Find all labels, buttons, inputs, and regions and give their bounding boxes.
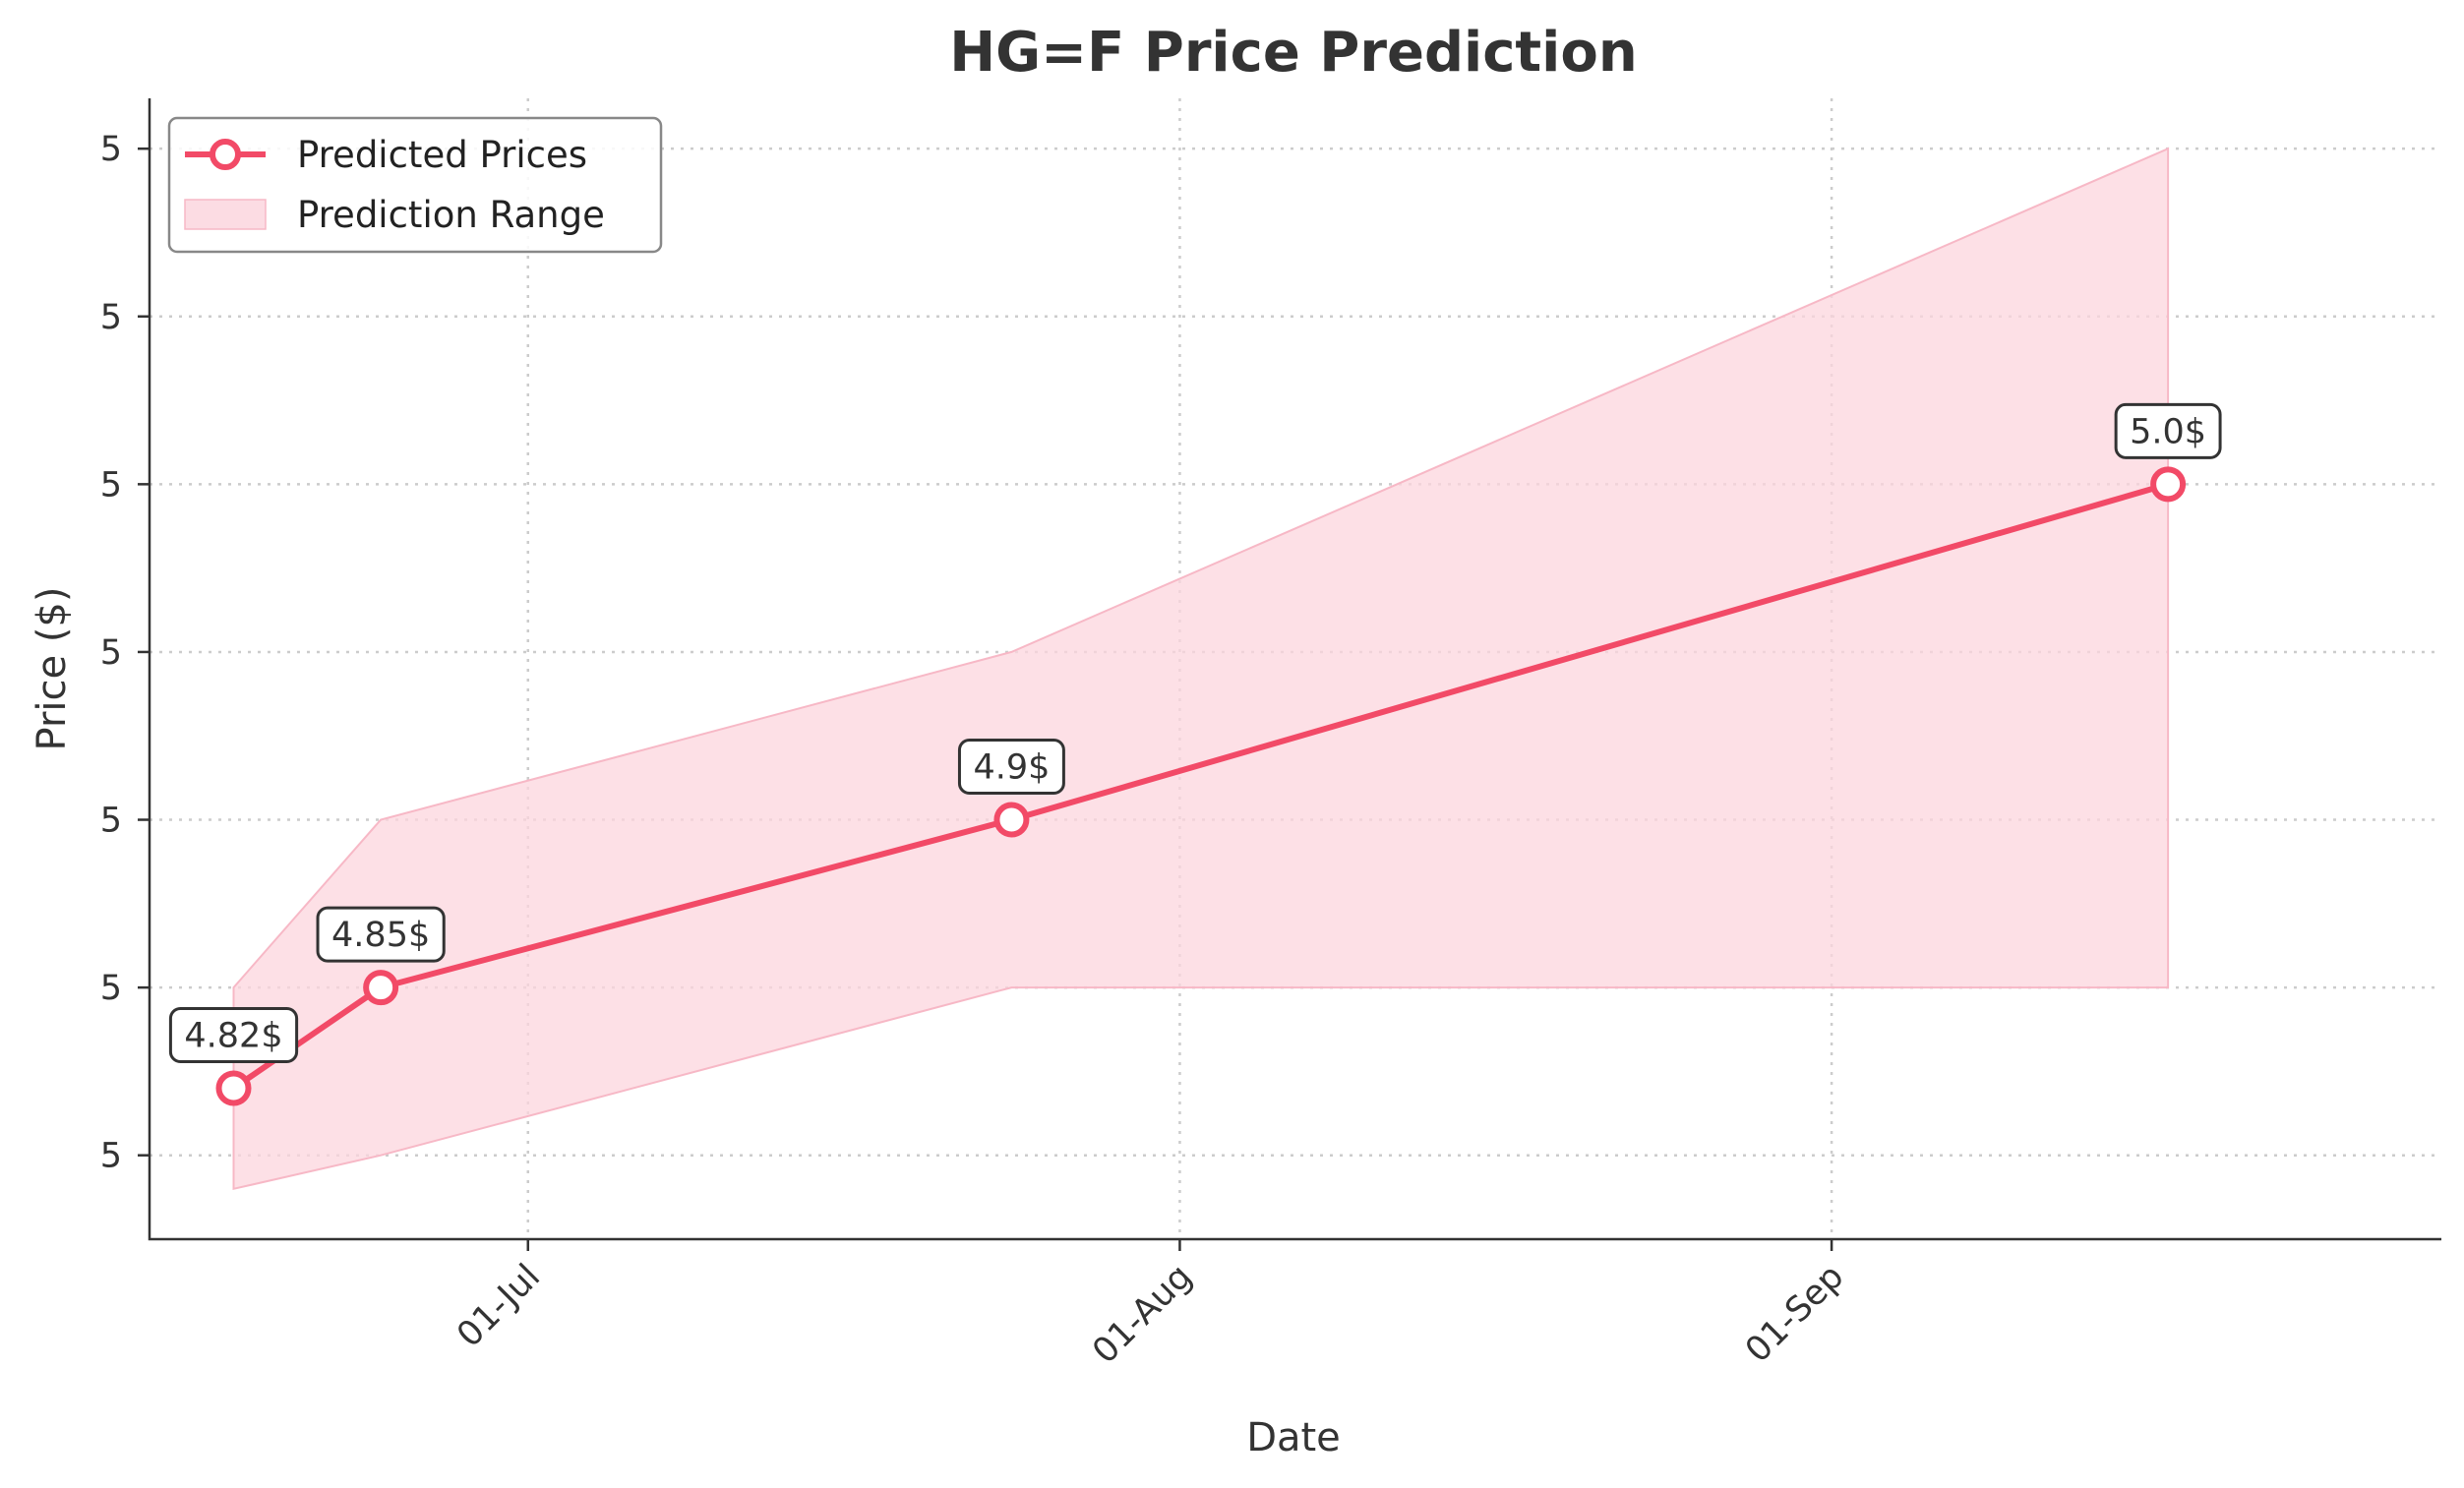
data-label-box bbox=[316, 906, 446, 963]
y-tick-label-0: 5 bbox=[100, 1137, 122, 1176]
annotation-layer: 4.82$ 4.85$ 4.9$ 5.0$ bbox=[168, 402, 2222, 1063]
axes-spines bbox=[148, 98, 2441, 1241]
data-point-marker bbox=[2150, 466, 2187, 503]
y-tick-label-4: 5 bbox=[100, 465, 122, 505]
data-label-0: 4.82$ bbox=[168, 1006, 299, 1063]
prediction-range-area bbox=[232, 147, 2170, 1191]
legend-label-range: Prediction Range bbox=[297, 194, 605, 236]
y-tick-label-3: 5 bbox=[100, 633, 122, 673]
predicted-prices-line bbox=[230, 481, 2172, 1092]
data-label-1: 4.85$ bbox=[316, 906, 446, 963]
y-axis-ticks: 5 5 5 5 5 5 5 bbox=[100, 130, 150, 1176]
data-label-3: 5.0$ bbox=[2114, 402, 2222, 459]
data-label-box bbox=[168, 1006, 299, 1063]
data-point-marker bbox=[215, 1070, 252, 1106]
chart-title: HG=F Price Prediction bbox=[949, 21, 1637, 85]
data-label-box bbox=[2114, 402, 2222, 459]
legend-marker-swatch bbox=[210, 139, 241, 170]
data-label-text: 4.9$ bbox=[973, 748, 1050, 788]
legend-range-swatch bbox=[184, 199, 267, 230]
predicted-line-layer bbox=[215, 466, 2187, 1106]
y-tick-label-5: 5 bbox=[100, 298, 122, 337]
legend: Predicted Prices Prediction Range bbox=[167, 116, 663, 254]
data-label-2: 4.9$ bbox=[957, 739, 1065, 796]
y-tick-label-1: 5 bbox=[100, 969, 122, 1008]
data-label-text: 5.0$ bbox=[2130, 412, 2206, 451]
prediction-range-layer bbox=[232, 147, 2170, 1191]
y-tick-label-2: 5 bbox=[100, 802, 122, 841]
data-point-marker bbox=[363, 970, 399, 1006]
legend-label-predicted: Predicted Prices bbox=[297, 134, 587, 176]
data-point-marker bbox=[993, 802, 1030, 838]
data-label-box bbox=[957, 739, 1065, 796]
y-axis-label: Price ($) bbox=[30, 587, 75, 751]
x-axis-label: Date bbox=[1246, 1415, 1341, 1460]
y-tick-label-6: 5 bbox=[100, 130, 122, 169]
data-label-text: 4.85$ bbox=[331, 916, 430, 955]
legend-frame bbox=[167, 116, 663, 254]
data-label-text: 4.82$ bbox=[184, 1016, 282, 1055]
